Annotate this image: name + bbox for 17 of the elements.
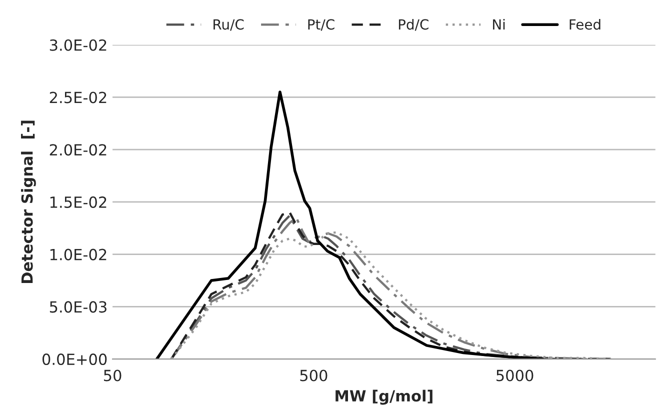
x-axis-title: MW [g/mol] [336, 390, 432, 405]
y-tick-label: 0.0E+00 [42, 354, 107, 366]
y-axis-title: Detector Signal [-] [21, 120, 36, 284]
legend-label: Pt/C [308, 19, 334, 31]
y-tick-label: 1.5E-02 [50, 196, 106, 208]
y-tick-label: 2.5E-02 [50, 92, 106, 104]
legend-label: Feed [570, 18, 600, 30]
y-tick-label: 5.0E-03 [50, 301, 106, 313]
x-tick-label: 500 [300, 370, 328, 382]
legend-label: Ni [493, 18, 505, 30]
y-tick-label: 1.0E-02 [50, 248, 106, 260]
legend-label: Ru/C [214, 19, 244, 31]
y-tick-label: 2.0E-02 [50, 144, 106, 156]
legend-label: Pd/C [398, 18, 428, 31]
x-tick-label: 5000 [496, 370, 534, 382]
y-tick-label: 3.0E-02 [50, 39, 106, 51]
x-tick-label: 50 [104, 370, 122, 382]
